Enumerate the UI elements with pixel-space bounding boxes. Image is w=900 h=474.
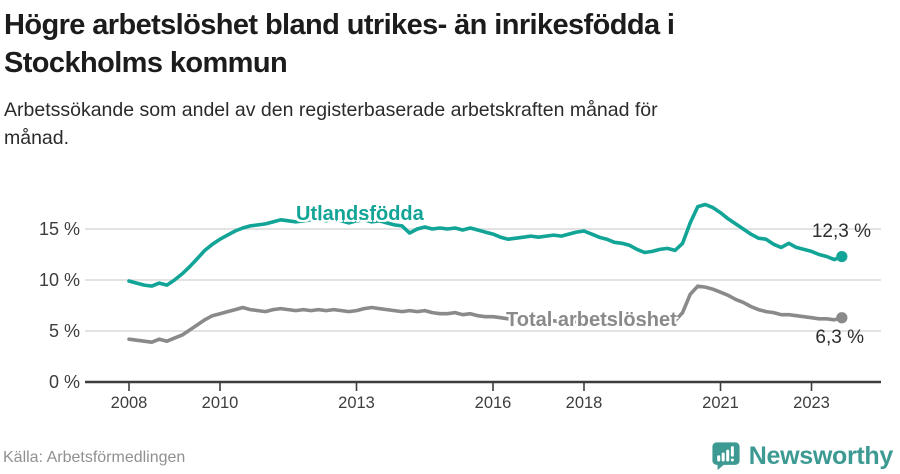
exclamation-dot xyxy=(730,458,734,462)
bar-chart-bar-medium xyxy=(721,452,725,462)
chart-subtitle: Arbetssökande som andel av den registerb… xyxy=(4,96,864,152)
series-end-dot-total-arbetsloshet xyxy=(836,312,848,324)
bar-chart-bar-small xyxy=(716,455,720,462)
series-line-total-arbetsloshet xyxy=(127,284,844,344)
exclamation-bar xyxy=(730,446,734,457)
series-end-dot-utlandsfodda xyxy=(836,250,848,263)
newsworthy-logo[interactable]: Newsworthy xyxy=(711,440,893,472)
source-note: Källa: Arbetsförmedlingen xyxy=(3,449,186,466)
series-line-utlandsfodda xyxy=(127,202,844,288)
page-title-line2: Stockholms kommun xyxy=(4,47,288,79)
page-title: Högre arbetslöshet bland utrikes- än inr… xyxy=(4,6,896,82)
newsworthy-speech-bubble-icon xyxy=(712,442,740,471)
chart-subtitle-line2: månad. xyxy=(4,127,70,149)
newsworthy-wordmark: Newsworthy xyxy=(748,441,894,470)
chart-subtitle-line1: Arbetssökande som andel av den registerb… xyxy=(4,99,658,121)
page-title-line1: Högre arbetslöshet bland utrikes- än inr… xyxy=(4,9,675,41)
bar-chart-bar-tall xyxy=(725,449,729,462)
